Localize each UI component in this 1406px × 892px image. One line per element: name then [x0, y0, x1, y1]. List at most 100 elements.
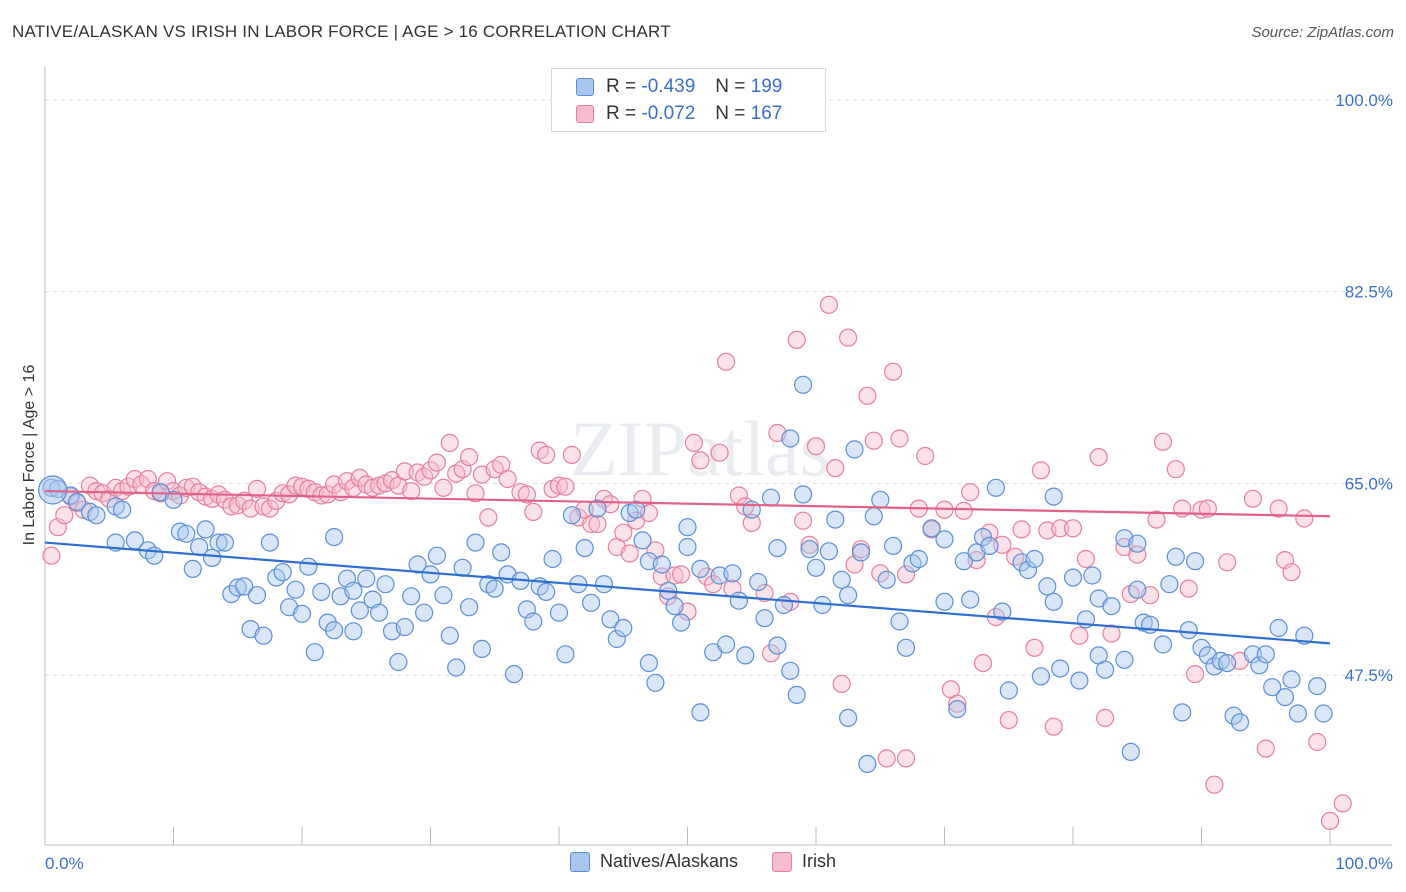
legend-row-irish: R = -0.072 N = 167 — [576, 102, 782, 126]
natives-point — [1173, 703, 1192, 722]
irish-point — [1185, 664, 1205, 684]
natives-point — [1308, 676, 1327, 696]
natives-point — [691, 703, 710, 722]
natives-point — [434, 586, 453, 605]
legend-n-label: N = — [715, 103, 746, 124]
natives-point — [858, 754, 877, 774]
natives-point — [800, 540, 819, 559]
natives-point — [909, 549, 928, 569]
natives-point — [626, 500, 646, 519]
irish-point — [1025, 638, 1044, 657]
irish-point — [1179, 579, 1198, 598]
natives-point — [460, 598, 479, 617]
natives-point — [376, 575, 395, 594]
natives-point — [363, 590, 382, 609]
natives-point — [729, 591, 749, 610]
irish-point — [1166, 460, 1185, 479]
natives-point — [755, 609, 774, 628]
natives-point — [537, 582, 556, 602]
natives-point — [292, 604, 312, 623]
bottom-legend-irish: Irish — [772, 851, 836, 872]
natives-point — [1230, 713, 1250, 732]
natives-point — [594, 575, 614, 594]
irish-point — [916, 446, 935, 466]
natives-point — [447, 658, 466, 677]
natives-point — [993, 602, 1012, 621]
natives-point — [183, 559, 202, 579]
irish-point — [1295, 509, 1314, 528]
natives-point — [883, 536, 903, 556]
irish-point — [1031, 461, 1051, 480]
axes — [44, 67, 1392, 846]
irish-point — [793, 511, 813, 530]
natives-point — [768, 538, 787, 558]
natives-point — [453, 558, 472, 577]
natives-point — [67, 492, 87, 512]
irish-point — [864, 431, 883, 450]
natives-point — [652, 555, 671, 574]
irish-point — [883, 362, 903, 381]
natives-point — [1038, 577, 1057, 596]
natives-point — [1095, 660, 1115, 679]
natives-point — [312, 582, 331, 602]
natives-point — [209, 533, 228, 552]
natives-point — [1044, 487, 1063, 506]
natives-point — [524, 612, 543, 631]
irish-point — [479, 508, 498, 527]
natives-point — [678, 518, 697, 537]
natives-point — [344, 622, 363, 641]
natives-point — [370, 603, 389, 622]
natives-point — [922, 519, 941, 538]
irish-point — [954, 501, 973, 520]
natives-point — [177, 524, 196, 543]
legend-r-label: R = — [606, 76, 637, 97]
natives-point — [305, 643, 324, 662]
natives-point — [421, 565, 440, 584]
irish-point — [871, 564, 890, 583]
natives-point — [1314, 704, 1333, 723]
irish-point — [1256, 739, 1275, 758]
irish-point — [440, 433, 459, 452]
irish-point — [537, 445, 556, 464]
natives-point — [357, 569, 376, 588]
natives-point — [1115, 650, 1134, 669]
x-tick-label: 0.0% — [45, 854, 84, 873]
natives-point — [838, 586, 858, 605]
irish-point — [755, 583, 774, 603]
natives-point — [228, 578, 247, 597]
irish-point — [993, 535, 1012, 554]
irish-point — [961, 483, 980, 502]
natives-point — [665, 596, 684, 616]
natives-point — [671, 613, 691, 632]
irish-point — [684, 433, 704, 452]
natives-point — [1083, 566, 1102, 585]
natives-point — [948, 699, 967, 719]
irish-point — [787, 330, 806, 349]
irish-point — [858, 386, 877, 405]
natives-point — [871, 490, 890, 509]
bottom-legend-natives: Natives/Alaskans — [569, 851, 738, 872]
irish-point — [247, 479, 267, 498]
irish-point — [999, 710, 1018, 730]
natives-point — [389, 652, 408, 672]
natives-point — [556, 645, 575, 664]
irish-point — [896, 749, 916, 768]
natives-point — [761, 488, 781, 507]
irish-point — [826, 459, 845, 478]
natives-point — [961, 590, 980, 609]
natives-point — [1153, 635, 1173, 654]
natives-point — [716, 635, 736, 654]
irish-point — [1089, 448, 1108, 467]
natives-point — [954, 552, 973, 571]
irish-point — [42, 546, 61, 565]
natives-point — [1070, 671, 1089, 690]
legend-r-label: R = — [606, 103, 637, 124]
natives-point — [826, 510, 845, 529]
irish-point — [832, 674, 851, 694]
natives-point — [980, 536, 999, 556]
natives-point — [1044, 592, 1063, 611]
bottom-legend: Natives/Alaskans Irish — [0, 851, 1406, 872]
natives-point — [254, 626, 273, 645]
natives-point — [87, 506, 106, 525]
